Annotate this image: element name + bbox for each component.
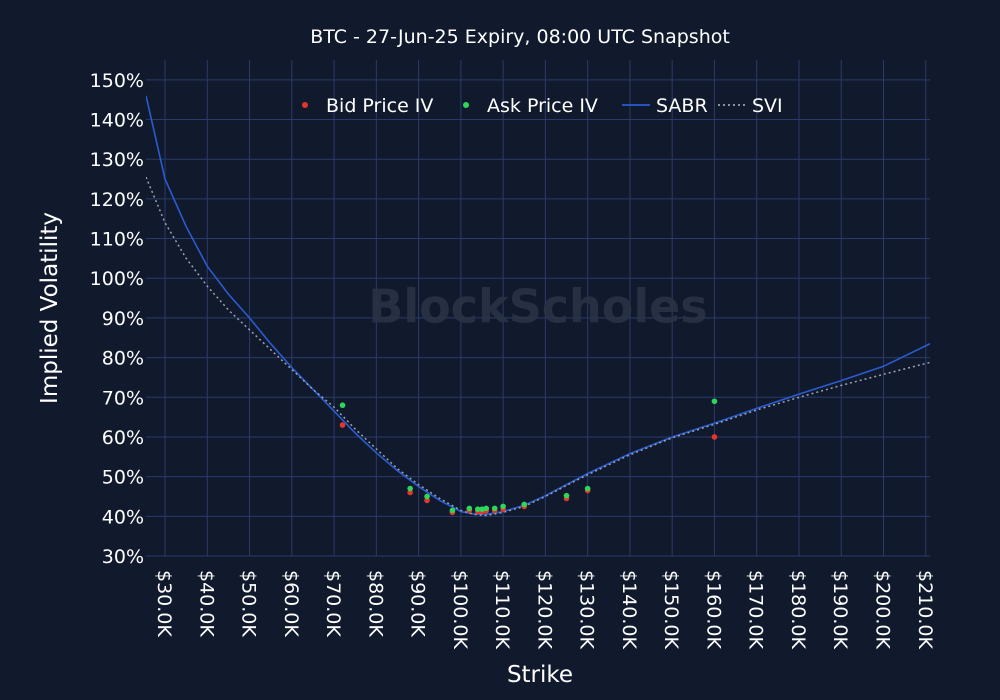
y-tick-label: 60% <box>102 427 144 449</box>
y-tick-label: 90% <box>102 308 144 330</box>
ask-iv-point <box>479 506 485 512</box>
ask-iv-point <box>339 402 346 409</box>
x-tick-label: $110.0K <box>491 570 513 649</box>
ask-iv-point <box>584 485 591 492</box>
x-tick-label: $30.0K <box>153 570 175 637</box>
x-tick-label: $150.0K <box>660 570 682 649</box>
legend-label-bid-price-iv: Bid Price IV <box>326 95 433 117</box>
x-tick-label: $100.0K <box>449 570 471 649</box>
x-tick-label: $40.0K <box>195 570 217 637</box>
bid-iv-point <box>711 434 718 440</box>
y-axis-ticks: 30% 40% 50% 60% 70% 80% 90% 100% 110% 120% 130% 140… <box>90 70 144 568</box>
bid-iv-point <box>407 489 413 496</box>
plot-area <box>146 95 930 517</box>
chart-grid <box>146 60 930 557</box>
legend-marker-bid-price-iv <box>302 102 308 108</box>
x-tick-label: $50.0K <box>238 570 260 637</box>
ask-iv-point <box>500 503 506 510</box>
ask-iv-point <box>563 492 570 499</box>
y-tick-label: 130% <box>90 149 144 171</box>
chart-title: BTC - 27-Jun-25 Expiry, 08:00 UTC Snapsh… <box>310 26 730 48</box>
series-line-svi <box>146 176 930 517</box>
y-tick-label: 30% <box>102 546 144 568</box>
x-tick-label: $130.0K <box>576 570 598 649</box>
x-tick-label: $70.0K <box>322 570 344 637</box>
ask-iv-point <box>466 505 473 512</box>
x-tick-label: $120.0K <box>533 570 555 649</box>
y-tick-label: 150% <box>90 70 144 92</box>
x-tick-label: $60.0K <box>280 570 302 637</box>
x-tick-label: $170.0K <box>745 570 767 649</box>
ask-iv-point <box>449 507 456 514</box>
ask-iv-point <box>407 485 413 492</box>
y-tick-label: 100% <box>90 268 144 290</box>
bid-iv-point <box>424 497 430 504</box>
x-tick-label: $140.0K <box>618 570 640 649</box>
y-tick-label: 40% <box>102 506 144 528</box>
y-tick-label: 140% <box>90 110 144 132</box>
series-line-sabr <box>146 95 930 516</box>
ask-iv-point <box>483 505 490 512</box>
y-tick-label: 110% <box>90 229 144 251</box>
x-tick-label: $200.0K <box>872 570 894 649</box>
y-tick-label: 50% <box>102 467 144 489</box>
legend: Bid Price IV Ask Price IV SABR SVI <box>302 95 783 117</box>
x-axis-label: Strike <box>507 662 573 688</box>
ask-iv-point <box>491 505 498 512</box>
y-tick-label: 120% <box>90 189 144 211</box>
watermark: BlockScholes <box>368 280 707 334</box>
y-tick-label: 80% <box>102 348 144 370</box>
ask-iv-point <box>711 398 718 405</box>
x-tick-label: $160.0K <box>702 570 724 649</box>
x-tick-label: $80.0K <box>364 570 386 637</box>
bid-iv-point <box>339 422 346 428</box>
legend-label-ask-price-iv: Ask Price IV <box>487 95 598 117</box>
y-tick-label: 70% <box>102 387 144 409</box>
legend-label-sabr: SABR <box>656 95 708 117</box>
x-tick-label: $90.0K <box>407 570 429 637</box>
ask-iv-point <box>424 493 430 500</box>
x-tick-label: $190.0K <box>829 570 851 649</box>
ask-iv-point <box>521 501 528 508</box>
x-tick-label: $180.0K <box>787 570 809 649</box>
legend-label-svi: SVI <box>752 95 783 117</box>
x-axis-ticks: $30.0K $40.0K $50.0K $60.0K $70.0K $80.0K $90.… <box>153 570 936 649</box>
legend-marker-ask-price-iv <box>463 102 469 108</box>
ask-iv-point <box>474 506 481 512</box>
x-tick-label: $210.0K <box>914 570 936 649</box>
y-axis-label: Implied Volatility <box>37 212 63 404</box>
